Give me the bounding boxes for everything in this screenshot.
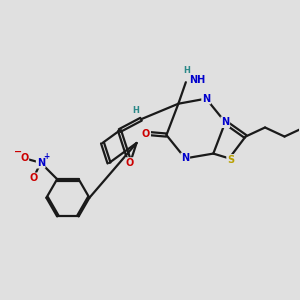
Text: O: O <box>126 158 134 168</box>
Text: N: N <box>181 153 189 164</box>
Text: H: H <box>183 66 190 75</box>
Text: H: H <box>132 106 139 116</box>
Text: S: S <box>227 155 234 165</box>
Text: −: − <box>14 147 22 157</box>
Text: N: N <box>37 158 45 168</box>
Text: N: N <box>221 117 229 127</box>
Text: O: O <box>142 129 150 139</box>
Text: O: O <box>20 153 28 163</box>
Text: N: N <box>202 94 210 103</box>
Text: O: O <box>29 173 38 183</box>
Text: +: + <box>44 152 50 161</box>
Text: NH: NH <box>189 75 206 85</box>
